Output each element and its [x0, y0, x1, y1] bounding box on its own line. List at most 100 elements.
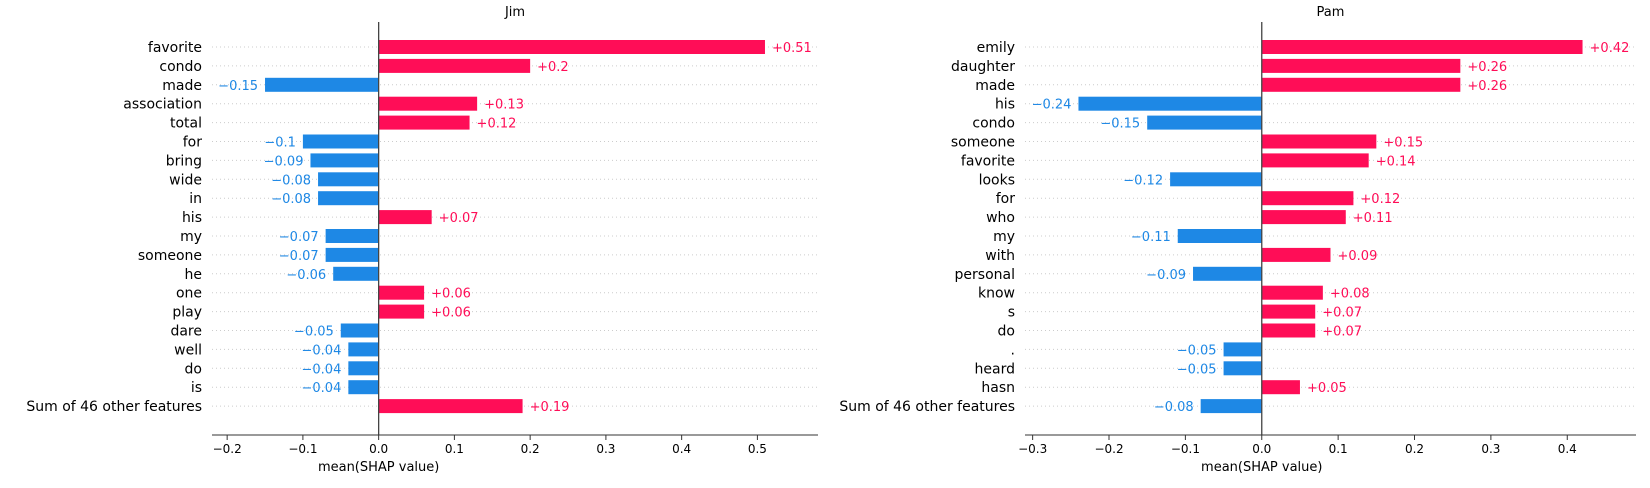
x-tick-label: −0.3 [1018, 442, 1047, 456]
x-tick-label: 0.3 [596, 442, 615, 456]
value-label: −0.07 [279, 230, 319, 245]
category-label: condo [972, 116, 1015, 132]
bar-he [333, 266, 379, 281]
value-label: +0.15 [1383, 136, 1423, 151]
x-tick-label: −0.2 [1094, 442, 1123, 456]
bar-total [378, 115, 470, 130]
bar-condo [1147, 115, 1262, 130]
value-label: −0.09 [264, 154, 304, 169]
bar-my [325, 229, 379, 243]
bar-someone [1261, 134, 1377, 149]
value-label: −0.08 [271, 173, 311, 188]
x-tick-label: 0.1 [445, 442, 464, 456]
bar-in [318, 191, 379, 206]
category-label: condo [159, 59, 202, 75]
category-label: daughter [951, 59, 1015, 75]
value-label: +0.07 [1322, 325, 1362, 340]
chart-panel-jim: Jim favorite +0.51 condo +0.2 made −0.15 associ… [26, 5, 818, 475]
bar-condo [378, 58, 531, 73]
bar-one [378, 285, 425, 300]
value-label: −0.08 [271, 192, 311, 207]
category-label: bring [166, 153, 202, 169]
category-label: know [978, 286, 1015, 302]
category-label: Sum of 46 other features [26, 399, 202, 415]
bar-dare [340, 323, 379, 338]
value-label: −0.05 [1177, 343, 1217, 358]
value-label: +0.26 [1467, 60, 1507, 75]
bar-for [1261, 191, 1354, 206]
value-label: +0.12 [477, 117, 517, 132]
bar-wide [318, 172, 379, 187]
value-label: +0.2 [537, 60, 569, 75]
bar-his [378, 210, 432, 225]
value-label: −0.08 [1154, 400, 1194, 415]
category-label: one [176, 286, 202, 302]
value-label: −0.05 [294, 325, 334, 340]
category-label: favorite [148, 40, 202, 56]
bar-for [302, 134, 379, 149]
bar-my [1177, 229, 1262, 243]
value-label: +0.05 [1307, 381, 1347, 396]
category-label: . [1011, 342, 1015, 358]
x-tick-label: 0.2 [521, 442, 540, 456]
bar-association [378, 96, 478, 111]
category-label: do [998, 324, 1015, 340]
category-label: association [123, 97, 202, 113]
value-label: +0.42 [1590, 41, 1630, 56]
x-tick-label: 0.0 [369, 442, 388, 456]
x-tick-label: 0.2 [1405, 442, 1424, 456]
value-label: +0.06 [431, 287, 471, 302]
value-label: −0.06 [286, 268, 326, 283]
value-label: −0.04 [302, 381, 342, 396]
bar-with [1261, 247, 1331, 262]
x-axis-label: mean(SHAP value) [1201, 460, 1322, 475]
category-label: in [189, 191, 202, 207]
value-label: +0.11 [1353, 211, 1393, 226]
bar-who [1261, 210, 1346, 225]
x-tick-label: 0.3 [1481, 442, 1500, 456]
category-label: who [986, 210, 1015, 226]
bar-s [1261, 304, 1316, 319]
category-label: favorite [961, 153, 1015, 169]
value-label: −0.15 [1100, 117, 1140, 132]
x-tick-label: 0.4 [672, 442, 691, 456]
category-label: wide [169, 172, 202, 188]
category-label: my [993, 229, 1015, 245]
bar-favorite [1261, 153, 1369, 168]
category-label: made [162, 78, 202, 94]
x-tick-label: −0.1 [288, 442, 317, 456]
category-label: his [182, 210, 202, 226]
value-label: +0.08 [1330, 287, 1370, 302]
category-label: total [170, 116, 202, 132]
bar-heard [1223, 361, 1262, 376]
bar-favorite [378, 40, 765, 54]
x-tick-label: −0.2 [213, 442, 242, 456]
value-label: +0.07 [1322, 306, 1362, 321]
value-label: +0.06 [431, 306, 471, 321]
value-label: −0.15 [218, 79, 258, 94]
x-tick-label: 0.0 [1252, 442, 1271, 456]
category-label: s [1008, 305, 1015, 321]
bar-know [1261, 285, 1323, 300]
bar-his [1078, 96, 1262, 111]
value-label: +0.09 [1338, 249, 1378, 264]
category-label: is [191, 380, 202, 396]
value-label: −0.04 [302, 343, 342, 358]
bar-emily [1261, 40, 1583, 54]
bar-play [378, 304, 425, 319]
bar-sum-of-46-other-features [378, 399, 523, 414]
bar-bring [310, 153, 379, 168]
category-label: heard [975, 361, 1015, 377]
bar-- [1223, 342, 1262, 357]
x-axis-label: mean(SHAP value) [318, 460, 439, 475]
bar-looks [1170, 172, 1262, 187]
category-label: his [995, 97, 1015, 113]
category-label: he [185, 267, 203, 283]
category-label: well [174, 342, 202, 358]
x-tick-label: 0.4 [1558, 442, 1577, 456]
x-tick-label: 0.5 [748, 442, 767, 456]
category-label: for [996, 191, 1015, 207]
bar-daughter [1261, 58, 1461, 73]
bar-sum-of-46-other-features [1200, 399, 1262, 414]
bar-do [348, 361, 379, 376]
